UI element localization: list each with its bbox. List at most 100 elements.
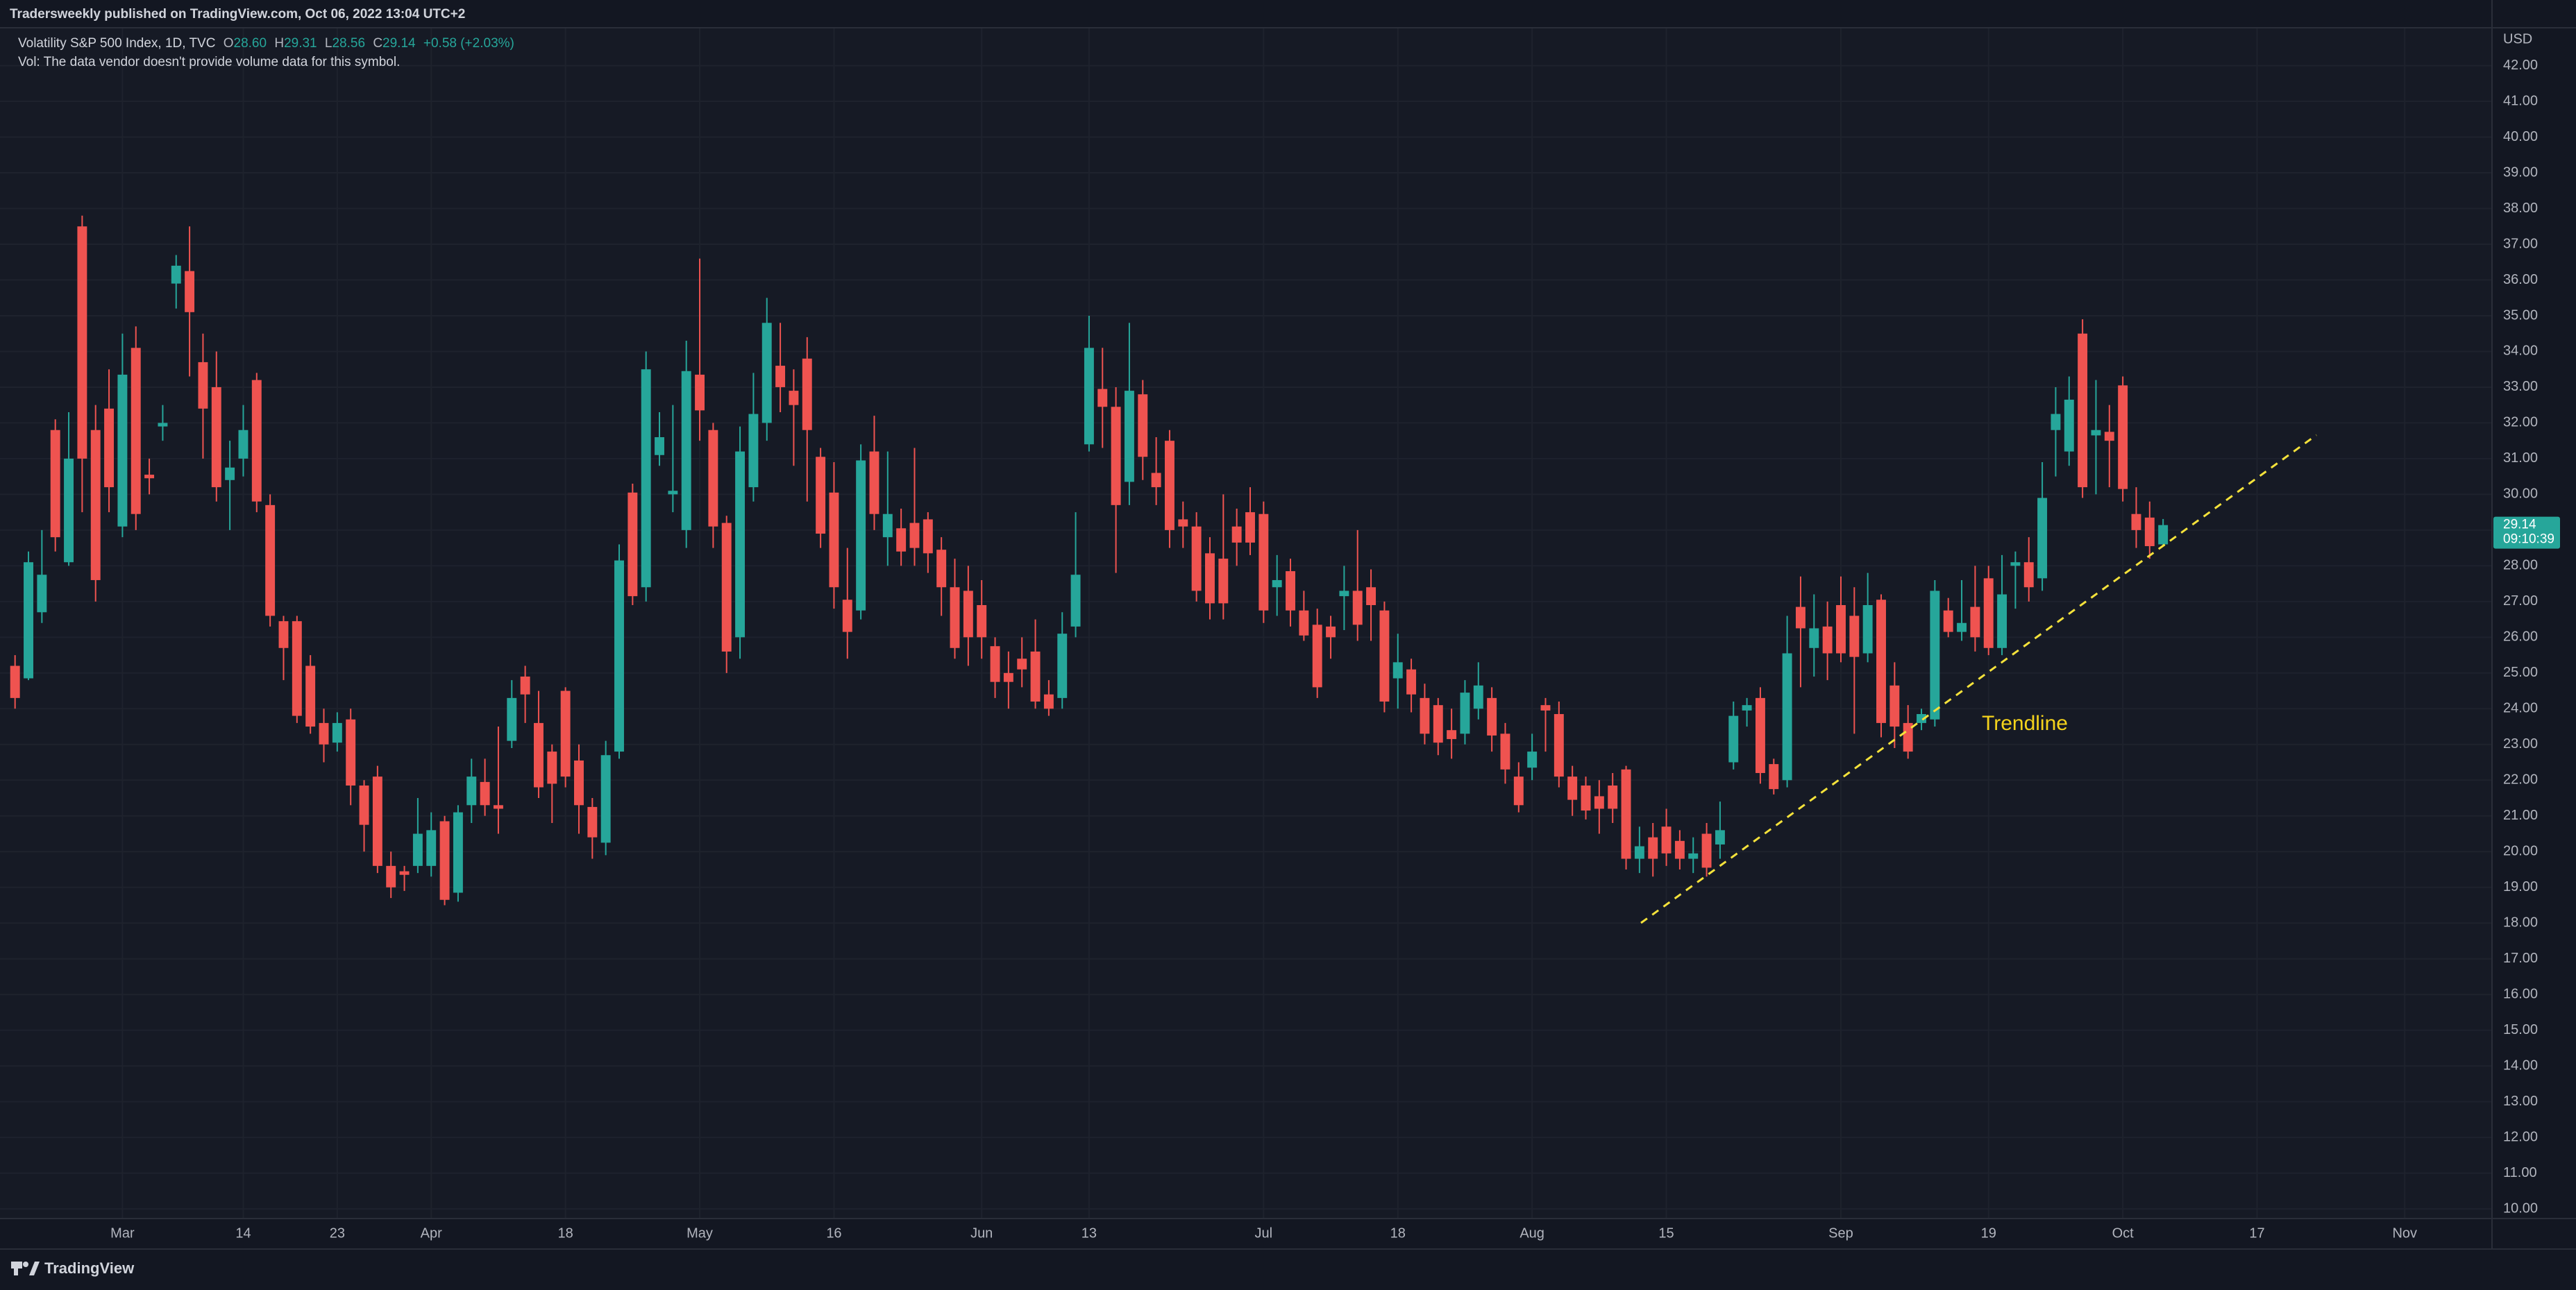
- candle-body: [2158, 525, 2169, 545]
- last-price-label: 29.14: [2503, 518, 2536, 532]
- candle-body: [211, 387, 221, 488]
- candle-body: [158, 423, 168, 427]
- y-tick-label: 16.00: [2503, 986, 2538, 1001]
- candle-body: [869, 451, 879, 514]
- candle-body: [936, 550, 947, 588]
- plot-area: [0, 28, 2492, 1219]
- candle-body: [453, 812, 463, 893]
- candle-body: [1245, 512, 1255, 543]
- x-tick-label: Jun: [970, 1225, 993, 1241]
- y-tick-label: 27.00: [2503, 593, 2538, 609]
- candle-body: [2037, 498, 2048, 579]
- legend-value: 28.60: [234, 36, 267, 51]
- y-tick-label: 38.00: [2503, 201, 2538, 216]
- candle-body: [1191, 526, 1202, 591]
- candle-body: [1097, 389, 1108, 407]
- candle-body: [1795, 606, 1805, 629]
- candle-body: [1312, 625, 1322, 688]
- x-tick-label: Aug: [1519, 1225, 1544, 1241]
- y-tick-label: 12.00: [2503, 1129, 2538, 1144]
- y-tick-label: 18.00: [2503, 915, 2538, 930]
- y-tick-label: 15.00: [2503, 1022, 2538, 1037]
- candle-body: [520, 676, 530, 695]
- candle-body: [1138, 394, 1148, 457]
- candle-body: [1513, 776, 1524, 806]
- candle-body: [77, 226, 87, 459]
- candle-body: [24, 562, 33, 679]
- candle-body: [278, 621, 289, 648]
- candle-body: [198, 362, 208, 409]
- legend-line: Volatility S&P 500 Index, 1D, TVC O28.60…: [18, 36, 514, 51]
- candle-body: [1674, 840, 1685, 859]
- candles: [10, 215, 2169, 906]
- candle-body: [856, 460, 866, 611]
- legend-key: O: [224, 36, 234, 51]
- candle-body: [1473, 685, 1483, 709]
- candle-body: [1057, 634, 1068, 698]
- candle-body: [1917, 714, 1926, 723]
- candle-body: [2104, 432, 2114, 441]
- logo-part: [23, 1262, 28, 1267]
- candle-body: [359, 786, 369, 825]
- candle-body: [1836, 605, 1846, 654]
- candle-body: [896, 528, 907, 552]
- y-tick-label: 37.00: [2503, 236, 2538, 251]
- candle-body: [842, 600, 852, 632]
- candle-body: [305, 665, 316, 727]
- y-tick-label: 36.00: [2503, 272, 2538, 287]
- y-tick-label: 24.00: [2503, 701, 2538, 716]
- candle-body: [104, 408, 115, 488]
- candle-body: [721, 523, 732, 652]
- y-tick-label: 25.00: [2503, 665, 2538, 680]
- candle-body: [1567, 776, 1578, 800]
- candle-body: [50, 430, 60, 538]
- candle-body: [2023, 562, 2034, 588]
- candle-body: [493, 805, 503, 809]
- y-tick-label: 23.00: [2503, 736, 2538, 752]
- candle-body: [1205, 553, 1215, 604]
- candle-body: [346, 719, 356, 786]
- volume-note: Vol: The data vendor doesn't provide vol…: [18, 55, 400, 69]
- x-tick-label: 13: [1081, 1225, 1097, 1241]
- candle-body: [90, 430, 101, 580]
- y-tick-label: 39.00: [2503, 164, 2538, 180]
- candle-body: [1070, 575, 1081, 627]
- y-tick-label: 35.00: [2503, 307, 2538, 323]
- candle-body: [117, 374, 128, 527]
- candle-body: [332, 722, 342, 743]
- x-tick-label: Nov: [2392, 1225, 2417, 1241]
- candle-body: [1487, 697, 1497, 736]
- candle-body: [1017, 659, 1027, 670]
- candle-body: [2064, 399, 2074, 452]
- axes: 10.00 11.00 12.00 13.00 14.00 15.00 16.00 17.00…: [110, 58, 2560, 1241]
- candle-body: [1648, 837, 1658, 859]
- candle-body: [412, 833, 423, 866]
- candle-body: [695, 374, 705, 411]
- candle-body: [1433, 705, 1443, 743]
- candle-body: [1581, 786, 1591, 811]
- publisher-line: Tradersweekly published on TradingView.c…: [10, 7, 465, 22]
- x-tick-label: 19: [1981, 1225, 1996, 1241]
- y-tick-label: 26.00: [2503, 629, 2538, 645]
- candle-body: [1957, 622, 1967, 632]
- candle-body: [386, 865, 396, 888]
- candle-body: [131, 348, 141, 514]
- candle-body: [1124, 391, 1134, 482]
- axis-unit: USD: [2503, 31, 2532, 46]
- candle-body: [1218, 559, 1229, 604]
- candle-body: [1030, 651, 1041, 702]
- trendline[interactable]: [1640, 434, 2317, 924]
- candle-body: [1164, 441, 1175, 530]
- x-tick-label: Mar: [110, 1225, 135, 1241]
- candle-body: [533, 722, 544, 788]
- candle-body: [909, 523, 920, 548]
- x-tick-label: May: [687, 1225, 713, 1241]
- brand-logo[interactable]: TradingView: [11, 1259, 135, 1277]
- y-tick-label: 41.00: [2503, 93, 2538, 108]
- candle-body: [1728, 715, 1739, 763]
- candle-body: [628, 492, 638, 597]
- candle-body: [990, 646, 1000, 682]
- candle-body: [466, 776, 477, 806]
- grid: [0, 28, 2492, 1219]
- candle-body: [802, 358, 812, 430]
